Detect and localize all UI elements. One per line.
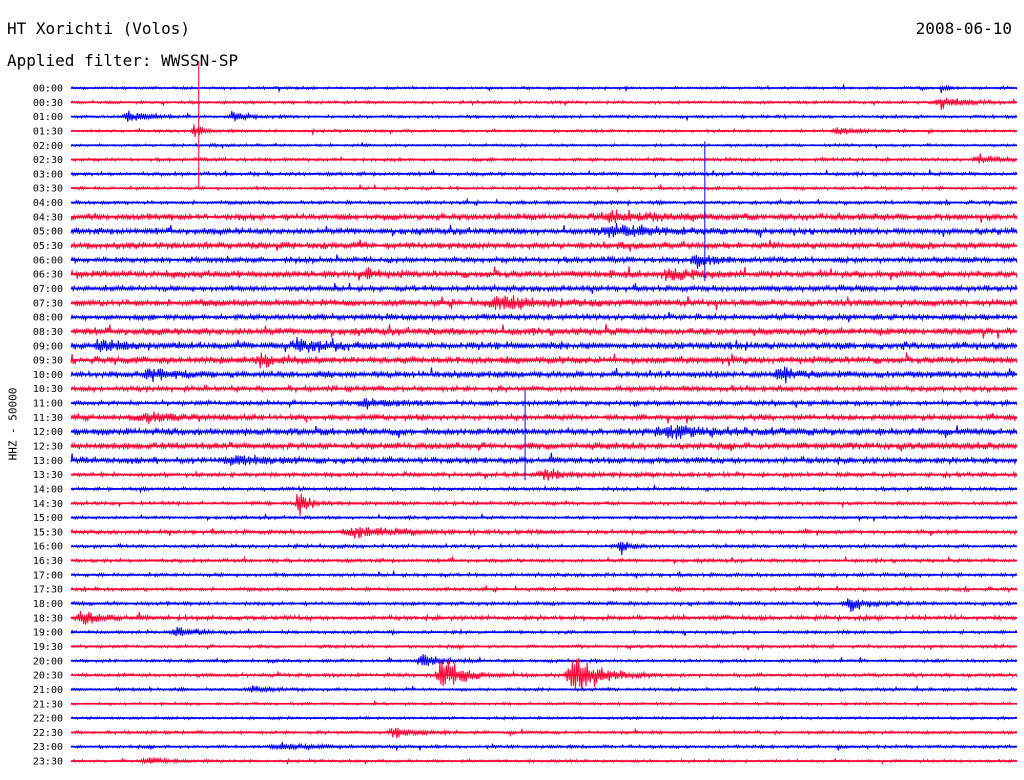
time-tick-label: 01:30	[33, 126, 63, 137]
time-tick-label: 20:00	[33, 656, 63, 667]
time-tick-label: 22:30	[33, 728, 63, 739]
time-tick-label: 23:30	[33, 757, 63, 768]
trace-line	[70, 527, 1018, 539]
time-tick-label: 18:00	[33, 599, 63, 610]
trace-line	[70, 83, 1018, 94]
time-tick-label: 02:30	[33, 155, 63, 166]
time-tick-label: 07:00	[33, 284, 63, 295]
time-tick-label: 03:00	[33, 169, 63, 180]
time-tick-label: 21:00	[33, 685, 63, 696]
time-tick-label: 02:00	[33, 141, 63, 152]
time-tick-label: 14:30	[33, 499, 63, 510]
time-tick-label: 15:00	[33, 513, 63, 524]
time-tick-label: 23:00	[33, 742, 63, 753]
trace-line	[70, 223, 1018, 238]
time-tick-label: 11:00	[33, 399, 63, 410]
date-label: 2008-06-10	[915, 19, 1012, 38]
time-tick-label: 12:00	[33, 427, 63, 438]
time-tick-label: 06:30	[33, 270, 63, 281]
time-tick-label: 14:00	[33, 484, 63, 495]
time-tick-label: 13:30	[33, 470, 63, 481]
time-tick-label: 18:30	[33, 613, 63, 624]
time-tick-label: 11:30	[33, 413, 63, 424]
time-tick-label: 01:00	[33, 112, 63, 123]
time-tick-label: 17:30	[33, 585, 63, 596]
time-tick-label: 08:30	[33, 327, 63, 338]
time-tick-label: 16:30	[33, 556, 63, 567]
time-tick-label: 17:00	[33, 570, 63, 581]
trace-line	[70, 336, 1018, 353]
time-tick-label: 05:30	[33, 241, 63, 252]
time-tick-label: 19:00	[33, 628, 63, 639]
trace-line	[70, 153, 1018, 164]
trace-line	[70, 239, 1018, 252]
trace-line	[70, 124, 1018, 138]
trace-line	[70, 598, 1018, 612]
time-tick-label: 05:00	[33, 227, 63, 238]
trace-line	[70, 209, 1018, 224]
time-tick-label: 08:00	[33, 313, 63, 324]
time-tick-label: 04:30	[33, 212, 63, 223]
time-tick-label: 20:30	[33, 671, 63, 682]
trace-line	[70, 352, 1018, 369]
trace-line	[70, 398, 1018, 410]
trace-line	[70, 424, 1018, 440]
trace-line	[70, 541, 1018, 556]
time-tick-label: 21:30	[33, 699, 63, 710]
time-tick-label: 07:30	[33, 298, 63, 309]
trace-line	[70, 555, 1018, 566]
trace-line	[70, 97, 1018, 110]
time-tick-label: 03:30	[33, 184, 63, 195]
trace-line	[70, 611, 1018, 625]
time-tick-label: 10:30	[33, 384, 63, 395]
time-tick-label: 10:00	[33, 370, 63, 381]
trace-line	[70, 254, 1018, 269]
trace-line	[70, 742, 1018, 752]
time-tick-label: 19:30	[33, 642, 63, 653]
time-tick-label: 15:30	[33, 527, 63, 538]
trace-line	[70, 452, 1018, 466]
time-tick-label: 16:00	[33, 542, 63, 553]
trace-line	[70, 493, 1018, 516]
time-tick-label: 13:00	[33, 456, 63, 467]
time-tick-label: 04:00	[33, 198, 63, 209]
filter-label: Applied filter: WWSSN-SP	[7, 51, 239, 70]
time-tick-label: 22:00	[33, 714, 63, 725]
time-tick-label: 00:30	[33, 98, 63, 109]
trace-line	[70, 654, 1018, 666]
time-tick-label: 12:30	[33, 442, 63, 453]
station-title: HT Xorichti (Volos)	[7, 19, 191, 38]
trace-line	[70, 282, 1018, 294]
trace-line	[70, 411, 1018, 424]
time-tick-label: 00:00	[33, 84, 63, 95]
time-tick-label: 06:00	[33, 255, 63, 266]
time-tick-label: 09:00	[33, 341, 63, 352]
trace-line	[70, 366, 1018, 384]
time-tick-label: 09:30	[33, 356, 63, 367]
trace-line	[70, 295, 1018, 311]
